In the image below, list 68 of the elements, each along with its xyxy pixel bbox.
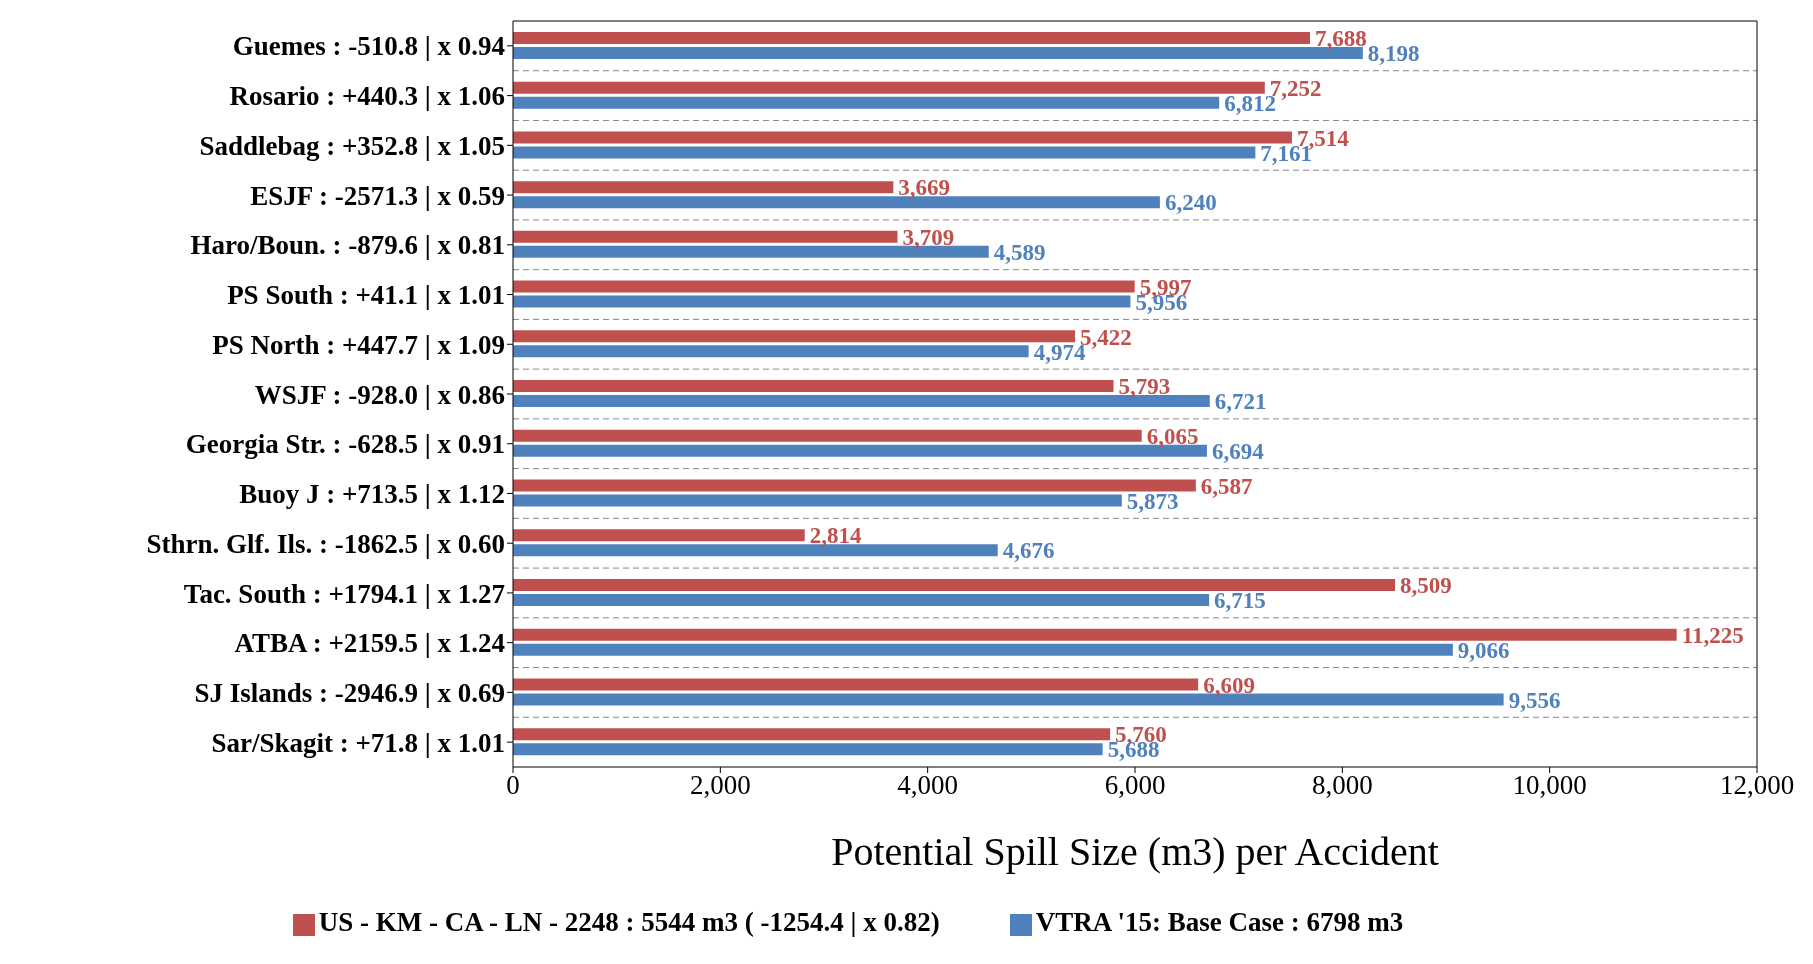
bar — [513, 146, 1256, 159]
data-label: 8,509 — [1400, 573, 1452, 599]
bar — [513, 380, 1114, 393]
bar — [513, 31, 1310, 44]
y-tick-label: SJ Islands : -2946.9 | x 0.69 — [194, 677, 505, 708]
bar — [513, 529, 805, 542]
bar — [513, 594, 1210, 607]
bar — [513, 131, 1292, 144]
bar — [513, 230, 898, 243]
data-label: 6,587 — [1200, 473, 1253, 499]
y-tick-label: PS South : +41.1 | x 1.01 — [227, 280, 505, 311]
bar — [513, 429, 1142, 442]
bar — [513, 479, 1196, 492]
data-label: 7,688 — [1314, 26, 1367, 52]
bar — [513, 743, 1103, 756]
bar — [513, 579, 1396, 592]
x-tick-label: 6,000 — [1104, 770, 1166, 801]
data-label: 4,589 — [993, 240, 1046, 266]
data-label: 6,694 — [1211, 438, 1265, 464]
y-tick-label: ESJF : -2571.3 | x 0.59 — [250, 180, 505, 211]
y-tick-label: PS North : +447.7 | x 1.09 — [212, 329, 505, 360]
legend-label: US - KM - CA - LN - 2248 : 5544 m3 ( -1254.4 | x 0.82) — [318, 907, 940, 937]
y-tick-label: Sar/Skagit : +71.8 | x 1.01 — [211, 727, 505, 758]
x-tick-label: 12,000 — [1719, 770, 1795, 801]
x-tick-label: 2,000 — [689, 770, 751, 801]
data-label: 6,240 — [1164, 190, 1217, 216]
bar — [513, 494, 1122, 507]
bar — [513, 678, 1199, 691]
data-label: 6,721 — [1214, 389, 1267, 415]
bar — [513, 643, 1453, 656]
data-label: 4,676 — [1002, 538, 1055, 564]
data-label: 5,793 — [1118, 374, 1171, 400]
y-tick-label: ATBA : +2159.5 | x 1.24 — [234, 628, 505, 659]
data-label: 3,669 — [898, 175, 951, 201]
bar — [513, 181, 894, 194]
data-label: 6,715 — [1214, 588, 1266, 614]
data-label: 3,709 — [902, 225, 955, 251]
x-tick-label: 10,000 — [1512, 770, 1587, 801]
y-tick-label: Guemes : -510.8 | x 0.94 — [232, 31, 505, 62]
data-label: 9,066 — [1457, 637, 1510, 663]
x-tick-label: 0 — [506, 770, 520, 801]
bar — [513, 81, 1265, 94]
x-tick-label: 4,000 — [897, 770, 959, 801]
bar — [513, 345, 1029, 358]
y-tick-label: Saddlebag : +352.8 | x 1.05 — [199, 130, 505, 161]
data-label: 6,065 — [1146, 423, 1199, 449]
data-label: 5,873 — [1126, 488, 1179, 514]
y-tick-label: Georgia Str. : -628.5 | x 0.91 — [185, 429, 505, 460]
data-label: 2,814 — [809, 523, 862, 549]
y-tick-label: Buoy J : +713.5 | x 1.12 — [239, 479, 505, 510]
bar — [513, 280, 1135, 293]
y-tick-label: Haro/Boun. : -879.6 | x 0.81 — [190, 230, 505, 261]
data-label: 11,225 — [1681, 622, 1744, 648]
bar — [513, 330, 1076, 343]
bar — [513, 295, 1131, 308]
data-label: 9,556 — [1508, 687, 1561, 713]
bar — [513, 96, 1220, 109]
y-tick-label: Sthrn. Glf. Ils. : -1862.5 | x 0.60 — [146, 528, 505, 559]
x-tick-label: 8,000 — [1311, 770, 1373, 801]
y-tick-label: Rosario : +440.3 | x 1.06 — [229, 81, 505, 112]
x-axis-title: Potential Spill Size (m3) per Accident — [831, 829, 1439, 874]
data-label: 6,609 — [1203, 672, 1255, 698]
y-tick-label: Tac. South : +1794.1 | x 1.27 — [183, 578, 505, 609]
data-label: 8,198 — [1367, 41, 1420, 67]
y-tick-label: WSJF : -928.0 | x 0.86 — [254, 379, 505, 410]
bar — [513, 728, 1111, 741]
bar — [513, 628, 1677, 641]
legend-label: VTRA '15: Base Case : 6798 m3 — [1035, 907, 1404, 937]
